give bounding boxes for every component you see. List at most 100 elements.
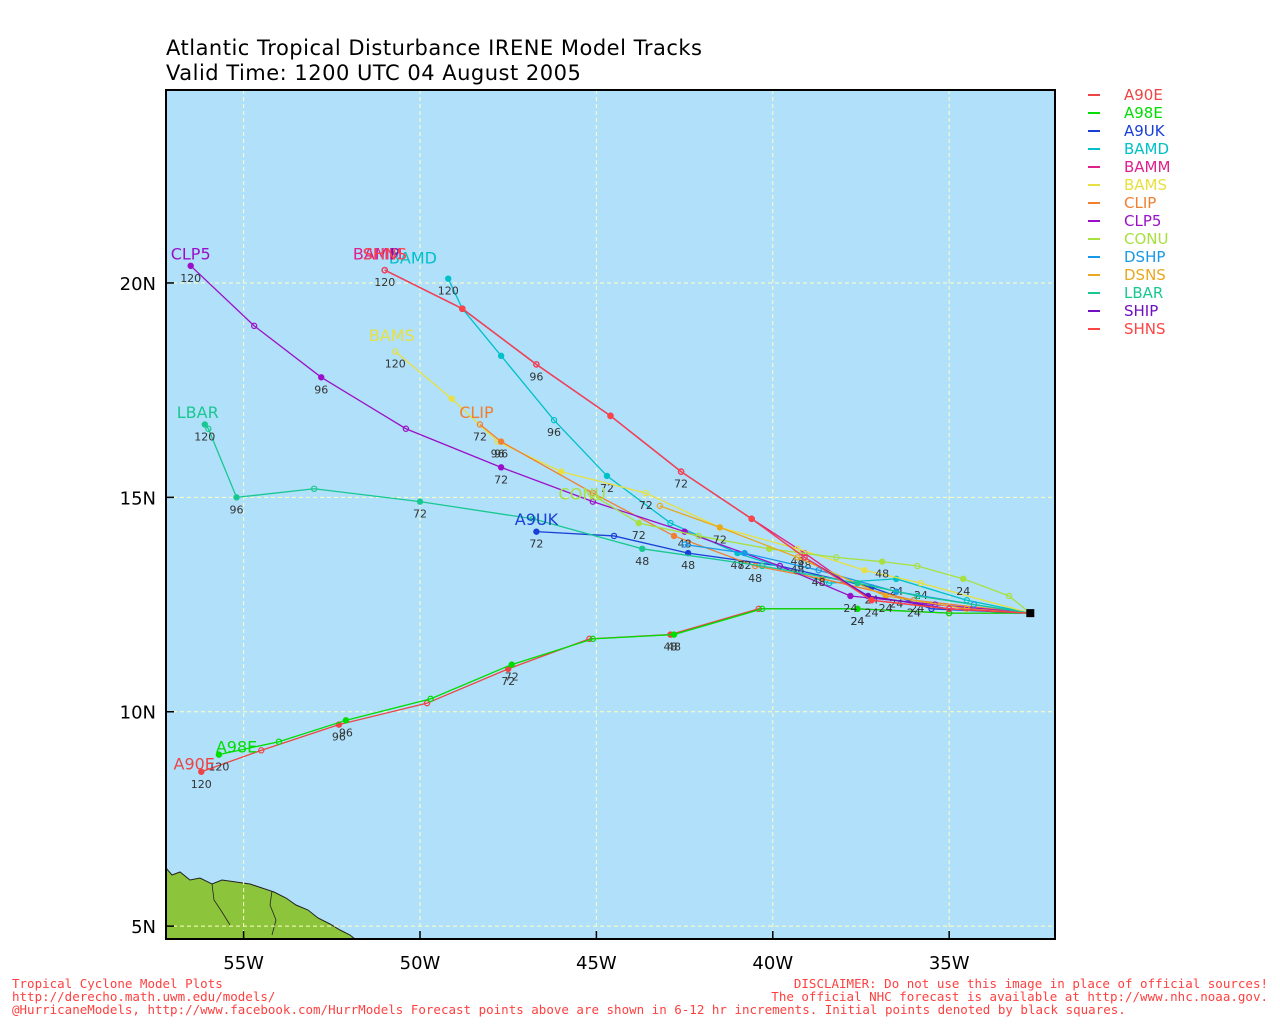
tick-label-lon: 50W — [400, 953, 441, 974]
legend-swatch — [1088, 184, 1100, 186]
legend-swatch — [1088, 148, 1100, 150]
footer-line: DISCLAIMER: Do not use this image in pla… — [793, 976, 1268, 991]
forecast-point — [550, 416, 558, 424]
forecast-hour-label: 120 — [208, 761, 229, 774]
forecast-hour-label: 24 — [865, 606, 879, 619]
forecast-hour-label: 48 — [635, 555, 649, 568]
legend-item-a90e: A90E — [1088, 86, 1170, 104]
forecast-point — [497, 352, 505, 360]
forecast-hour-label: 48 — [681, 559, 695, 572]
legend-item-clip: CLIP — [1088, 194, 1170, 212]
legend-swatch — [1088, 130, 1100, 132]
tick-label-lon: 55W — [223, 953, 264, 974]
legend-swatch — [1088, 202, 1100, 204]
tick-label-lat: 5N — [131, 917, 156, 938]
forecast-point — [945, 609, 953, 617]
model-name-label: A98E — [216, 737, 257, 756]
south-america-land — [166, 867, 356, 939]
forecast-hour-label: 96 — [339, 726, 353, 739]
legend-item-clp5: CLP5 — [1088, 212, 1170, 230]
forecast-point — [459, 305, 466, 312]
forecast-point — [794, 545, 801, 553]
forecast-hour-label: 120 — [194, 430, 215, 443]
plot-frame — [165, 89, 1056, 940]
forecast-hour-label: 120 — [385, 358, 406, 371]
forecast-point — [670, 532, 678, 540]
forecast-hour-label: 72 — [600, 482, 614, 495]
forecast-point — [656, 502, 664, 510]
track-dsns: 24 48 72 — [656, 502, 1031, 615]
tick-label-lat: 10N — [120, 703, 156, 724]
footer-line: @HurricaneModels, http://www.facebook.co… — [12, 1002, 1126, 1017]
forecast-hour-label: 24 — [843, 602, 857, 615]
legend-label: SHNS — [1124, 320, 1166, 338]
forecast-hour-label: 48 — [790, 563, 804, 576]
track-line — [659, 505, 1031, 614]
forecast-point — [794, 554, 801, 561]
tick-label-lon: 45W — [576, 953, 617, 974]
legend-label: CONU — [1124, 230, 1169, 248]
track-line — [204, 424, 1031, 614]
legend-item-a9uk: A9UK — [1088, 122, 1170, 140]
legend-item-shns: SHNS — [1088, 320, 1170, 338]
forecast-hour-label: 48 — [667, 641, 681, 654]
forecast-point — [914, 592, 921, 600]
forecast-point — [529, 515, 537, 522]
tick-label-lon: 35W — [929, 953, 970, 974]
forecast-point — [445, 275, 452, 282]
lat-lon-grid — [166, 90, 1055, 939]
forecast-point — [945, 605, 953, 613]
forecast-hour-label: 120 — [374, 276, 395, 289]
forecast-hour-label: 120 — [438, 285, 459, 298]
forecast-point — [533, 528, 540, 535]
forecast-point — [557, 468, 565, 475]
forecast-hour-label: 96 — [332, 731, 346, 744]
forecast-point — [854, 605, 861, 613]
forecast-point — [275, 738, 283, 745]
forecast-hour-label: 48 — [875, 568, 889, 581]
forecast-point — [635, 519, 642, 527]
track-line — [479, 423, 1031, 614]
forecast-point — [695, 532, 702, 540]
legend-swatch — [1088, 112, 1100, 114]
track-shns — [381, 266, 1031, 614]
forecast-hour-label: 72 — [473, 430, 487, 443]
forecast-hour-label: 24 — [850, 615, 864, 628]
forecast-point — [423, 699, 431, 707]
track-clp5: 24 48 72 96 120 — [180, 262, 1031, 615]
forecast-point — [1005, 592, 1013, 600]
valid-time: Valid Time: 1200 UTC 04 August 2005 — [166, 61, 582, 85]
forecast-point — [402, 425, 410, 432]
legend-label: LBAR — [1124, 284, 1164, 302]
legend-item-ship: SHIP — [1088, 302, 1170, 320]
forecast-point — [748, 515, 755, 522]
footer-left: Tropical Cyclone Model Plots http://dere… — [12, 977, 1126, 1016]
forecast-point — [677, 468, 685, 475]
forecast-hour-label: 72 — [413, 508, 427, 521]
legend-label: DSHP — [1124, 248, 1166, 266]
legend-label: A90E — [1124, 86, 1163, 104]
axis-ticks: 55W 50W 45W 40W 35W 20N 15N 10N 5N — [120, 274, 970, 974]
model-name-label: BAMS — [369, 326, 415, 345]
forecast-point — [878, 558, 886, 565]
forecast-point — [882, 592, 889, 600]
forecast-hour-label: 72 — [738, 559, 752, 572]
model-name-label: CLIP — [459, 403, 494, 422]
forecast-point — [667, 519, 674, 527]
forecast-hour-label: 96 — [494, 448, 508, 461]
forecast-point — [917, 579, 925, 587]
map-title: Atlantic Tropical Disturbance IRENE Mode… — [166, 36, 703, 60]
forecast-point — [716, 524, 724, 531]
forecast-point — [854, 579, 861, 587]
model-name-label: SHNS — [363, 244, 407, 263]
legend-swatch — [1088, 238, 1100, 240]
legend-item-a98e: A98E — [1088, 104, 1170, 122]
forecast-point — [758, 605, 766, 613]
model-name-label: BAMD — [389, 249, 437, 268]
forecast-point — [250, 322, 258, 330]
track-line — [384, 269, 1031, 614]
track-clip: 24 48 72 96 — [473, 421, 1031, 619]
forecast-point — [427, 695, 434, 703]
forecast-point — [448, 395, 455, 402]
